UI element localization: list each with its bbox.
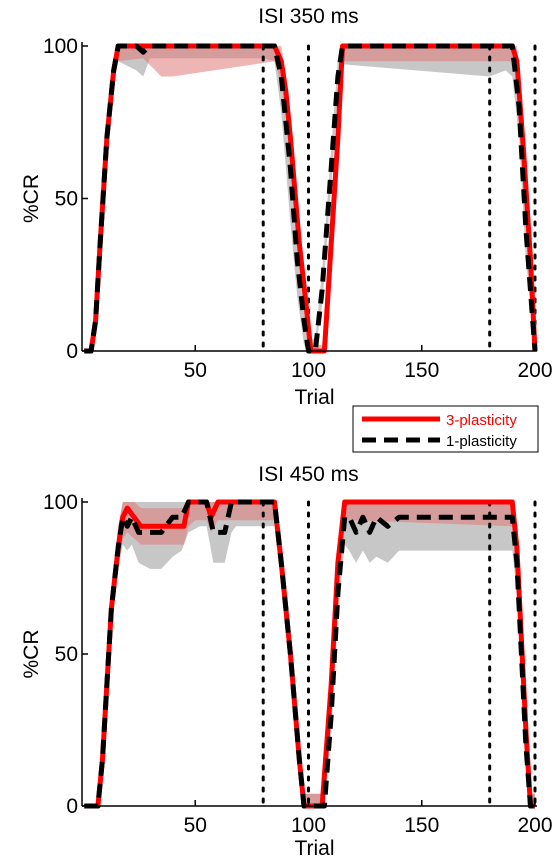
x-tick-label: 100	[291, 359, 326, 382]
x-tick-label: 50	[184, 359, 207, 382]
y-axis-label: %CR	[20, 174, 43, 223]
series-line-1-plasticity	[84, 43, 538, 354]
legend-box	[352, 405, 539, 453]
x-tick-label: 150	[404, 359, 439, 382]
legend-label-1-plasticity: 1-plasticity	[446, 433, 517, 450]
y-tick-label: 50	[55, 188, 78, 211]
legend-label-3-plasticity: 3-plasticity	[446, 412, 517, 429]
legend: 3-plasticity 1-plasticity	[352, 405, 539, 453]
x-tick-label: 100	[291, 814, 326, 837]
x-axis-label: Trial	[294, 386, 334, 409]
x-tick-label: 200	[517, 359, 552, 382]
y-tick-label: 0	[66, 795, 78, 818]
y-tick-label: 50	[55, 643, 78, 666]
panel-isi-450: ISI 450 ms 0 50 100 50 100 150 200 Trial %CR	[20, 463, 553, 860]
y-tick-label: 100	[43, 35, 78, 58]
x-tick-label: 150	[404, 814, 439, 837]
band-3-plasticity	[84, 502, 536, 806]
series-line-3-plasticity	[84, 499, 535, 809]
x-axis-label: Trial	[294, 837, 334, 860]
chart-title: ISI 450 ms	[258, 463, 358, 486]
x-tick-label: 200	[517, 814, 552, 837]
panel-isi-350: ISI 350 ms 0 50 100 50 100 150 200 Trial %CR	[20, 5, 553, 409]
series-line-1-plasticity	[84, 499, 535, 809]
x-tick-label: 50	[184, 814, 207, 837]
chart-title: ISI 350 ms	[258, 5, 358, 28]
y-tick-label: 0	[66, 340, 78, 363]
y-axis-label: %CR	[20, 629, 43, 678]
y-tick-label: 100	[43, 491, 78, 514]
